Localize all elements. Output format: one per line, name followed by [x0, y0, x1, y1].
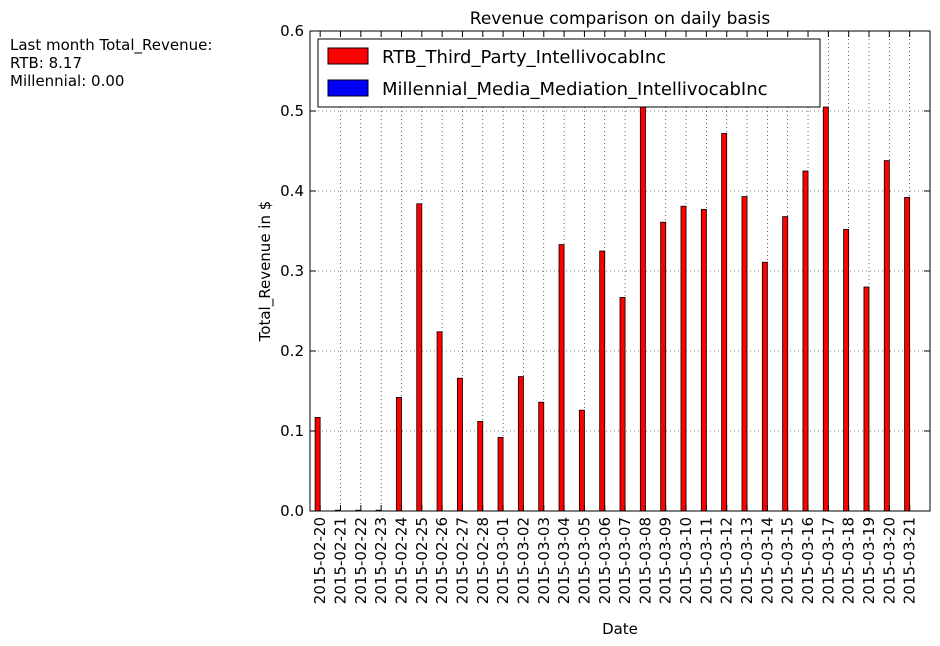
last-month-revenue-note: Last month Total_Revenue: RTB: 8.17 Mill…: [10, 36, 212, 90]
bar-rtb: [721, 132, 728, 512]
x-tick-label: 2015-03-20: [880, 517, 898, 604]
x-tick-label: 2015-03-07: [616, 517, 634, 604]
bar-rtb: [802, 170, 809, 512]
bar-rtb: [660, 221, 667, 512]
x-tick-label: 2015-02-23: [372, 517, 390, 604]
y-axis: 0.0 0.1 0.2 0.3 0.4 0.5 0.6: [280, 22, 930, 520]
bar-rtb: [456, 377, 463, 512]
note-line-title: Last month Total_Revenue:: [10, 36, 213, 54]
x-tick-label: 2015-02-26: [433, 517, 451, 604]
chart-title: Revenue comparison on daily basis: [470, 9, 771, 29]
y-tick-label: 0.5: [280, 102, 304, 120]
x-tick-label: 2015-02-20: [311, 517, 329, 604]
legend-label-rtb: RTB_Third_Party_IntellivocabInc: [382, 47, 666, 68]
bar-rtb: [395, 396, 402, 512]
x-axis: 2015-02-20 2015-02-21 2015-02-22 2015-02-23…: [311, 31, 919, 604]
x-axis-title: Date: [602, 620, 638, 638]
x-tick-label: 2015-03-13: [738, 517, 756, 604]
x-tick-label: 2015-03-06: [596, 517, 614, 604]
bar-rtb: [538, 401, 545, 512]
x-tick-label: 2015-03-08: [636, 517, 654, 604]
bars-group: [314, 106, 911, 512]
x-tick-label: 2015-02-28: [474, 517, 492, 604]
bar-rtb: [700, 208, 707, 512]
x-tick-label: 2015-03-04: [555, 517, 573, 604]
x-tick-label: 2015-03-02: [514, 517, 532, 604]
x-tick-label: 2015-03-03: [535, 517, 553, 604]
x-tick-label: 2015-02-27: [453, 517, 471, 604]
x-tick-label: 2015-03-17: [819, 517, 837, 604]
x-tick-label: 2015-03-12: [718, 517, 736, 604]
legend-swatch-millennial: [327, 79, 369, 97]
x-tick-label: 2015-03-21: [901, 517, 919, 604]
y-tick-label: 0.4: [280, 182, 304, 200]
bar-rtb: [863, 286, 870, 512]
bar-rtb: [761, 261, 768, 512]
y-tick-label: 0.0: [280, 502, 304, 520]
bar-rtb: [517, 376, 524, 512]
legend-swatch-rtb: [327, 47, 369, 65]
bar-rtb: [477, 420, 484, 512]
y-tick-label: 0.1: [280, 422, 304, 440]
x-tick-label: 2015-03-16: [799, 517, 817, 604]
note-line-millennial: Millennial: 0.00: [10, 72, 125, 90]
bar-rtb: [883, 160, 890, 512]
x-tick-label: 2015-02-22: [352, 517, 370, 604]
y-tick-label: 0.6: [280, 22, 304, 40]
x-tick-label: 2015-03-09: [657, 517, 675, 604]
bar-rtb: [578, 409, 585, 512]
x-tick-label: 2015-02-25: [413, 517, 431, 604]
bar-rtb: [904, 196, 911, 512]
y-tick-label: 0.3: [280, 262, 304, 280]
legend: RTB_Third_Party_IntellivocabInc Millenni…: [317, 38, 821, 108]
x-tick-label: 2015-03-01: [494, 517, 512, 604]
bar-rtb: [619, 296, 626, 512]
x-tick-label: 2015-03-18: [840, 517, 858, 604]
bar-rtb: [416, 203, 423, 512]
bar-rtb: [639, 106, 646, 512]
bar-rtb: [741, 196, 748, 512]
bar-rtb: [436, 331, 443, 512]
x-tick-label: 2015-03-11: [697, 517, 715, 604]
y-axis-title: Total_Revenue in $: [256, 201, 275, 343]
x-tick-label: 2015-03-10: [677, 517, 695, 604]
note-line-rtb: RTB: 8.17: [10, 54, 83, 72]
x-tick-label: 2015-03-14: [758, 517, 776, 604]
bar-rtb: [680, 205, 687, 512]
x-tick-label: 2015-03-19: [860, 517, 878, 604]
bar-rtb: [822, 106, 829, 512]
bar-rtb: [558, 244, 565, 512]
bar-rtb: [782, 216, 789, 512]
legend-label-millennial: Millennial_Media_Mediation_IntellivocabI…: [382, 79, 768, 100]
bar-rtb: [843, 228, 850, 512]
bar-rtb: [497, 436, 504, 512]
x-tick-label: 2015-03-15: [779, 517, 797, 604]
bar-rtb: [599, 250, 606, 512]
x-tick-label: 2015-03-05: [575, 517, 593, 604]
legend-box: [317, 38, 821, 108]
x-tick-label: 2015-02-24: [392, 517, 410, 604]
y-tick-label: 0.2: [280, 342, 304, 360]
x-tick-label: 2015-02-21: [331, 517, 349, 604]
